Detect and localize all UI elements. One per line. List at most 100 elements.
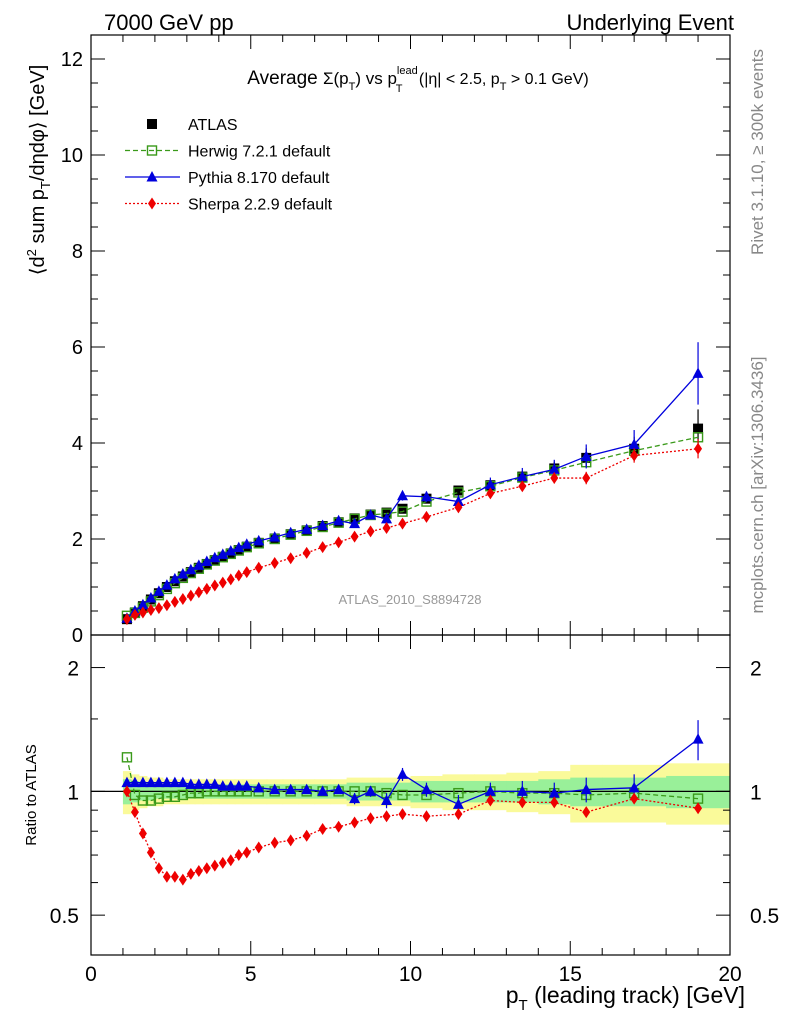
ratio-point [350, 816, 359, 829]
data-point [285, 526, 297, 538]
data-point [225, 545, 237, 556]
ratio-point [382, 810, 391, 823]
ratio-y-tick-label-right: 2 [750, 658, 762, 681]
data-point [548, 463, 560, 474]
series-pythia [121, 342, 704, 623]
legend-marker-atlas [147, 119, 157, 129]
ratio-point [397, 768, 409, 779]
ratio-point [162, 870, 171, 883]
ratio-y-label: Ratio to ATLAS [23, 744, 40, 845]
mcplots-label: mcplots.cern.ch [arXiv:1306.3436] [748, 356, 767, 613]
ratio-point [161, 776, 173, 788]
data-point [628, 438, 640, 449]
ratio-point [302, 829, 311, 842]
data-point [241, 538, 253, 549]
chart-title: Average Σ(pT) vs plead T (|η| < 2.5, pT >… [247, 65, 588, 95]
data-point [217, 548, 229, 559]
main-y-tick-label: 0 [72, 625, 83, 647]
ratio-point [218, 856, 227, 869]
header-right: Underlying Event [566, 10, 734, 35]
ratio-point [169, 791, 181, 802]
legend-marker-pythia [146, 171, 158, 182]
ratio-series-pythia [121, 720, 704, 815]
ratio-point [452, 798, 464, 809]
legend-label-pythia: Pythia 8.170 default [188, 170, 330, 187]
data-point [333, 514, 345, 526]
main-y-tick-label: 2 [72, 529, 83, 551]
ratio-panel: 0.5 0.51 12 20 5 10 15 20 Ratio to ATLAS pT (le… [23, 634, 779, 1014]
legend-label-sherpa: Sherpa 2.2.9 default [188, 197, 333, 214]
ratio-point [129, 776, 141, 788]
analysis-watermark: ATLAS_2010_S8894728 [339, 592, 482, 607]
ratio-point [301, 783, 313, 795]
data-point [218, 576, 227, 589]
data-point [381, 512, 393, 524]
data-point [630, 449, 639, 462]
main-y-tick-label: 10 [61, 145, 83, 167]
ratio-point [129, 789, 141, 801]
data-point [397, 503, 408, 514]
data-point [484, 478, 496, 490]
data-point [397, 506, 408, 517]
data-point [253, 534, 265, 546]
x-tick-label: 15 [559, 963, 582, 986]
data-point [178, 593, 187, 605]
data-point [398, 517, 407, 530]
data-point [381, 507, 392, 518]
legend-label-atlas: ATLAS [188, 117, 238, 134]
ratio-point [398, 808, 407, 821]
ratio-point [484, 785, 496, 796]
ratio-point [582, 806, 591, 819]
rivet-label: Rivet 3.1.10, ≥ 300k events [748, 49, 767, 255]
main-data-marks [121, 342, 704, 626]
ratio-axis-ticks: 0.5 0.51 12 20 5 10 15 20 [50, 635, 779, 986]
data-point [145, 592, 157, 603]
data-point [453, 485, 464, 496]
ratio-point [349, 792, 361, 804]
ratio-point [185, 778, 197, 789]
ratio-point [420, 783, 432, 795]
ratio-point [548, 787, 560, 798]
data-point [202, 582, 211, 595]
data-point [452, 495, 464, 507]
ratio-point [241, 780, 253, 791]
ratio-point [381, 794, 393, 806]
data-point [254, 561, 263, 574]
ratio-point [317, 785, 329, 796]
ratio-point [217, 780, 229, 791]
ratio-point [253, 781, 265, 793]
legend: ATLAS Herwig 7.2.1 default Pythia 8.170 de… [125, 117, 333, 214]
ratio-point [365, 785, 377, 796]
main-y-tick-label: 12 [61, 49, 83, 71]
data-point [518, 480, 527, 493]
data-point [397, 489, 409, 501]
ratio-point [145, 776, 157, 788]
ratio-point [153, 793, 165, 804]
data-point [154, 602, 163, 615]
ratio-point [233, 780, 245, 791]
data-point [162, 599, 171, 612]
data-point [210, 579, 219, 592]
x-tick-label: 5 [245, 963, 257, 986]
data-point [349, 517, 361, 529]
ratio-point [628, 781, 640, 793]
ratio-point [225, 780, 237, 791]
data-point [169, 572, 181, 584]
ratio-point [333, 783, 345, 795]
ratio-point [130, 806, 139, 819]
ratio-point [169, 776, 181, 788]
data-point [693, 423, 704, 434]
ratio-point [366, 812, 375, 825]
ratio-point [153, 776, 165, 788]
data-point [233, 541, 245, 553]
header-left: 7000 GeV pp [104, 10, 234, 35]
ratio-line-pythia [126, 738, 699, 806]
ratio-point [234, 849, 243, 862]
main-frame [90, 34, 731, 636]
data-point [420, 490, 432, 502]
x-tick-label: 10 [399, 963, 422, 986]
data-point [186, 589, 195, 602]
ratio-point [580, 783, 592, 795]
data-point [269, 531, 281, 542]
